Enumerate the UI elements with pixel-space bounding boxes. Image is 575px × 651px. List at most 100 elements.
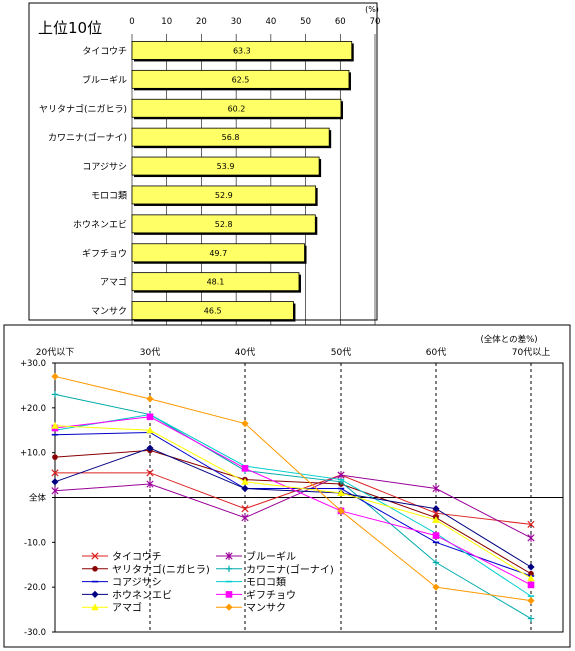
- series-point: [241, 465, 249, 472]
- legend-swatch-marker: [225, 603, 233, 611]
- series-point: [432, 559, 440, 566]
- series-point: [146, 413, 154, 421]
- bar-x-tick-label: 70: [370, 17, 381, 27]
- series-point: [432, 583, 440, 591]
- bar-x-tick-label: 40: [265, 17, 276, 27]
- bar-value-label: 63.3: [233, 46, 251, 55]
- line-series: [51, 372, 535, 605]
- bar-category-label: コアジサシ: [82, 162, 127, 173]
- line-y-tick-label: +30.0: [20, 359, 46, 369]
- series-point: [337, 489, 345, 497]
- bar: [131, 127, 330, 147]
- series-point: [527, 563, 535, 571]
- legend-label: コアジサシ: [112, 577, 162, 589]
- legend-label: ギフチョウ: [246, 589, 296, 601]
- bar: [131, 98, 342, 118]
- bar-category-label: アマゴ: [100, 276, 127, 288]
- line-x-category-label: 40代: [235, 347, 255, 358]
- line-y-tick-label: -10.0: [24, 538, 46, 548]
- legend-swatch-marker: [92, 566, 98, 572]
- bar-category-label: モロコ類: [91, 190, 127, 201]
- line-chart-frame: [3, 324, 571, 648]
- series-line: [54, 393, 532, 619]
- bar-x-tick-label: 60: [335, 17, 346, 27]
- bar-category-label: ヤリタナゴ(ニガヒラ): [39, 103, 127, 115]
- bar-x-tick-label: 10: [161, 17, 172, 27]
- bar-value-label: 49.7: [209, 249, 227, 258]
- bar: [131, 156, 320, 176]
- legend-label: カワニナ(ゴーナイ): [246, 563, 334, 576]
- legend-item: ギフチョウ: [216, 589, 296, 601]
- series-line: [54, 375, 532, 602]
- bar: [131, 185, 317, 205]
- series-point: [51, 421, 59, 429]
- bar-chart-unit: (%): [365, 5, 379, 14]
- series-line: [54, 474, 532, 539]
- series-point: [527, 597, 535, 605]
- bar: [131, 41, 353, 60]
- bar: [131, 214, 316, 234]
- series-point: [241, 505, 249, 513]
- legend-item: ホウネンエビ: [82, 589, 172, 601]
- bar-category-label: カワニナ(ゴーナイ): [48, 132, 127, 144]
- bar-value-label: 62.5: [232, 75, 250, 84]
- legend-item: カワニナ(ゴーナイ): [216, 563, 334, 576]
- legend-item: アマゴ: [82, 601, 142, 614]
- bar: [131, 272, 300, 292]
- line-x-category-label: 30代: [140, 347, 160, 358]
- bar-category-label: ホウネンエビ: [73, 219, 127, 230]
- series-point: [51, 486, 59, 495]
- series-point: [432, 532, 440, 539]
- series-point: [527, 615, 535, 622]
- bar-value-label: 52.8: [215, 220, 233, 229]
- bar-x-tick-label: 30: [231, 17, 242, 27]
- series-line: [54, 416, 532, 586]
- series-point: [51, 372, 59, 381]
- series-point: [527, 574, 535, 582]
- legend-swatch-marker: [225, 565, 233, 572]
- bar-value-label: 52.9: [215, 191, 233, 200]
- series-point: [146, 469, 154, 477]
- series-line: [54, 447, 532, 568]
- series-line: [54, 431, 532, 577]
- series-point: [432, 484, 440, 493]
- line-series: [51, 469, 535, 529]
- line-y-tick-label: +10.0: [20, 449, 46, 459]
- legend-swatch-marker: [225, 552, 233, 560]
- line-y-tick-label: 全体: [29, 493, 47, 504]
- series-point: [146, 395, 154, 403]
- series-point: [52, 454, 58, 460]
- legend-label: タイコウチ: [112, 551, 162, 563]
- series-point: [51, 391, 59, 398]
- legend-label: アマゴ: [112, 601, 142, 614]
- bar-chart-panel: 上位10位 (%) 0 10 20 30 40 50 60 70 タイコウチブルーギルヤリタナ…: [28, 2, 381, 325]
- series-point: [51, 478, 59, 486]
- line-chart-panel: (全体との差%) +30.0 +20.0 +10.0 全体 -10.0 -20.0 -30.…: [3, 324, 571, 648]
- series-point: [241, 478, 249, 485]
- line-x-category-label: 20代以下: [36, 347, 74, 358]
- line-x-category-label: 70代以上: [512, 347, 550, 358]
- bar-value-label: 60.2: [228, 104, 246, 113]
- line-series: [51, 421, 535, 582]
- series-point: [51, 469, 59, 477]
- line-chart-unit: (全体との差%): [480, 334, 537, 345]
- bar-category-label: マンサク: [91, 306, 127, 317]
- legend-label: ブルーギル: [246, 550, 296, 563]
- series-point: [241, 513, 249, 522]
- series-line: [54, 449, 532, 575]
- legend-label: マンサク: [246, 602, 286, 614]
- bar-category-label: ギフチョウ: [82, 248, 127, 259]
- line-series: [51, 391, 535, 622]
- series-point: [432, 505, 440, 513]
- series-line: [55, 472, 532, 525]
- series-line: [54, 425, 532, 579]
- legend-swatch-marker: [225, 591, 233, 598]
- bar: [131, 69, 350, 89]
- legend-item: タイコウチ: [82, 551, 162, 563]
- line-y-tick-label: -30.0: [24, 628, 46, 638]
- series-point: [432, 516, 440, 523]
- series-point: [146, 444, 154, 452]
- legend-swatch-marker: [91, 590, 99, 598]
- legend-item: マンサク: [216, 602, 286, 614]
- bar-x-tick-label: 0: [129, 17, 134, 27]
